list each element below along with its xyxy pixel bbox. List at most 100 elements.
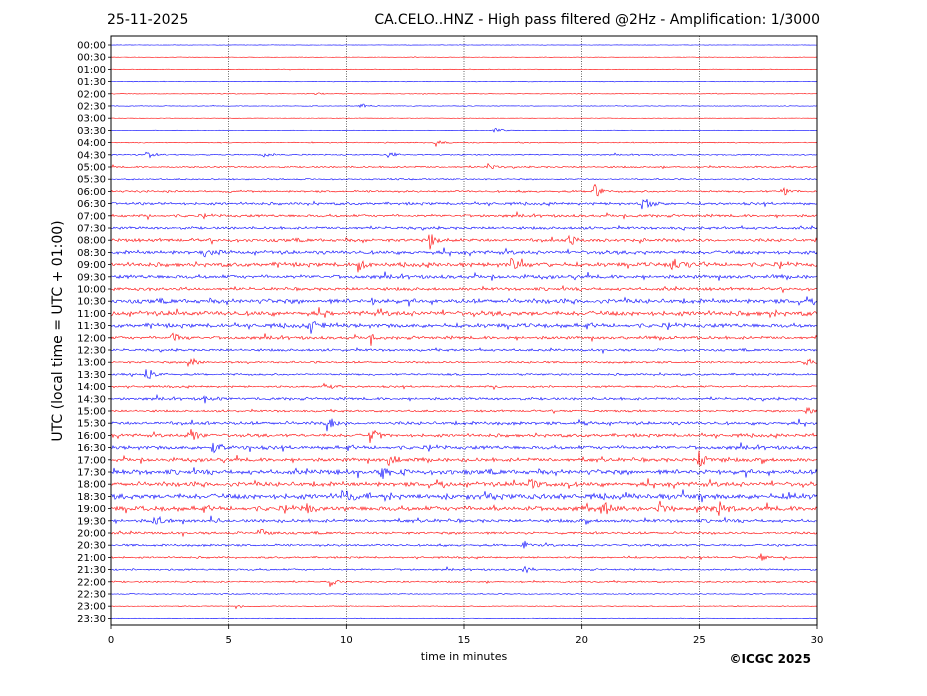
y-tick-label: 15:00: [77, 407, 106, 418]
trace-row-1400: [110, 382, 818, 391]
y-tick-label: 15:30: [77, 419, 106, 430]
trace-row-1330: [110, 369, 818, 380]
x-tick-label: 15: [458, 635, 471, 646]
trace-row-0830: [110, 247, 818, 258]
y-tick-label: 14:00: [77, 382, 106, 393]
trace-row-2230: [110, 593, 818, 595]
y-tick-label: 16:30: [77, 443, 106, 454]
trace-row-2330: [110, 617, 818, 620]
trace-row-0130: [110, 80, 818, 83]
trace-row-1100: [110, 307, 818, 319]
y-tick-label: 18:30: [77, 492, 106, 503]
y-tick-label: 12:30: [77, 346, 106, 357]
trace-row-0600: [110, 183, 818, 197]
x-axis-label: time in minutes: [421, 650, 508, 663]
y-tick-label: 09:30: [77, 272, 106, 283]
x-tick-label: 10: [340, 635, 353, 646]
y-tick-label: 22:30: [77, 590, 106, 601]
vertical-grid: [228, 36, 700, 625]
trace-row-0430: [110, 151, 818, 159]
trace-row-1800: [110, 478, 818, 490]
trace-row-1500: [110, 406, 818, 415]
trace-row-1200: [110, 332, 818, 346]
y-tick-label: 05:30: [77, 175, 106, 186]
trace-row-2100: [110, 553, 818, 561]
trace-row-1430: [110, 393, 818, 404]
seismic-traces: [110, 44, 818, 620]
y-tick-label: 19:00: [77, 504, 106, 515]
trace-row-0800: [110, 234, 818, 250]
y-tick-label: 07:30: [77, 224, 106, 235]
trace-row-1730: [110, 467, 818, 480]
chart-title: CA.CELO..HNZ - High pass filtered @2Hz -…: [374, 12, 820, 28]
trace-row-2030: [110, 540, 818, 549]
y-tick-label: 18:00: [77, 480, 106, 491]
trace-row-1230: [110, 347, 818, 355]
trace-row-1900: [110, 500, 818, 516]
y-tick-label: 22:00: [77, 577, 106, 588]
trace-row-1030: [110, 296, 818, 307]
y-tick-label: 16:00: [77, 431, 106, 442]
trace-row-0400: [110, 140, 818, 148]
y-tick-label: 04:00: [77, 138, 106, 149]
trace-row-0930: [110, 271, 818, 281]
trace-row-1300: [110, 357, 818, 368]
y-tick-label: 19:30: [77, 516, 106, 527]
y-tick-label: 13:30: [77, 370, 106, 381]
y-tick-label: 10:30: [77, 297, 106, 308]
x-axis: 0 5 10 15 20 25 30: [108, 625, 824, 646]
y-tick-label: 04:30: [77, 150, 106, 161]
trace-row-0230: [110, 103, 818, 108]
y-tick-label: 12:00: [77, 333, 106, 344]
x-tick-label: 5: [225, 635, 231, 646]
trace-row-1930: [110, 515, 818, 525]
trace-row-1700: [110, 450, 818, 467]
y-tick-label: 09:00: [77, 260, 106, 271]
trace-row-0200: [110, 92, 818, 95]
y-tick-label: 01:30: [77, 77, 106, 88]
y-axis-label: UTC (local time = UTC + 01:00): [50, 220, 66, 441]
date-label: 25-11-2025: [107, 12, 188, 28]
trace-row-1130: [110, 320, 818, 334]
trace-row-1530: [110, 418, 818, 432]
trace-row-2200: [110, 579, 818, 587]
y-tick-label: 08:00: [77, 236, 106, 247]
trace-row-0630: [110, 199, 818, 210]
y-tick-label: 20:00: [77, 529, 106, 540]
y-tick-label: 02:30: [77, 102, 106, 113]
y-tick-label: 17:30: [77, 468, 106, 479]
trace-row-0730: [110, 224, 818, 231]
trace-row-0330: [110, 127, 818, 133]
trace-row-0500: [110, 162, 818, 170]
trace-row-1600: [110, 428, 818, 443]
y-tick-label: 21:30: [77, 565, 106, 576]
copyright-notice: ©ICGC 2025: [729, 652, 811, 666]
x-tick-label: 20: [575, 635, 588, 646]
y-tick-label: 00:00: [77, 41, 106, 52]
y-tick-label: 11:00: [77, 309, 106, 320]
y-tick-label: 06:30: [77, 199, 106, 210]
y-tick-label: 17:00: [77, 455, 106, 466]
trace-row-0100: [110, 68, 818, 71]
trace-row-1000: [110, 284, 818, 294]
trace-row-2130: [110, 565, 818, 574]
trace-row-0000: [110, 44, 818, 46]
trace-row-0530: [110, 177, 818, 181]
y-tick-label: 10:00: [77, 285, 106, 296]
trace-row-0700: [110, 210, 818, 221]
y-tick-label: 05:00: [77, 163, 106, 174]
y-tick-label: 23:30: [77, 614, 106, 625]
y-tick-label: 03:30: [77, 126, 106, 137]
trace-row-0030: [110, 56, 818, 58]
trace-row-1630: [110, 442, 818, 454]
x-tick-label: 25: [693, 635, 706, 646]
x-tick-label: 30: [811, 635, 824, 646]
y-tick-label: 14:30: [77, 394, 106, 405]
trace-row-2000: [110, 528, 818, 538]
y-tick-label: 08:30: [77, 248, 106, 259]
y-tick-label: 07:00: [77, 211, 106, 222]
y-tick-label: 13:00: [77, 358, 106, 369]
y-tick-label: 11:30: [77, 321, 106, 332]
y-tick-label: 01:00: [77, 65, 106, 76]
